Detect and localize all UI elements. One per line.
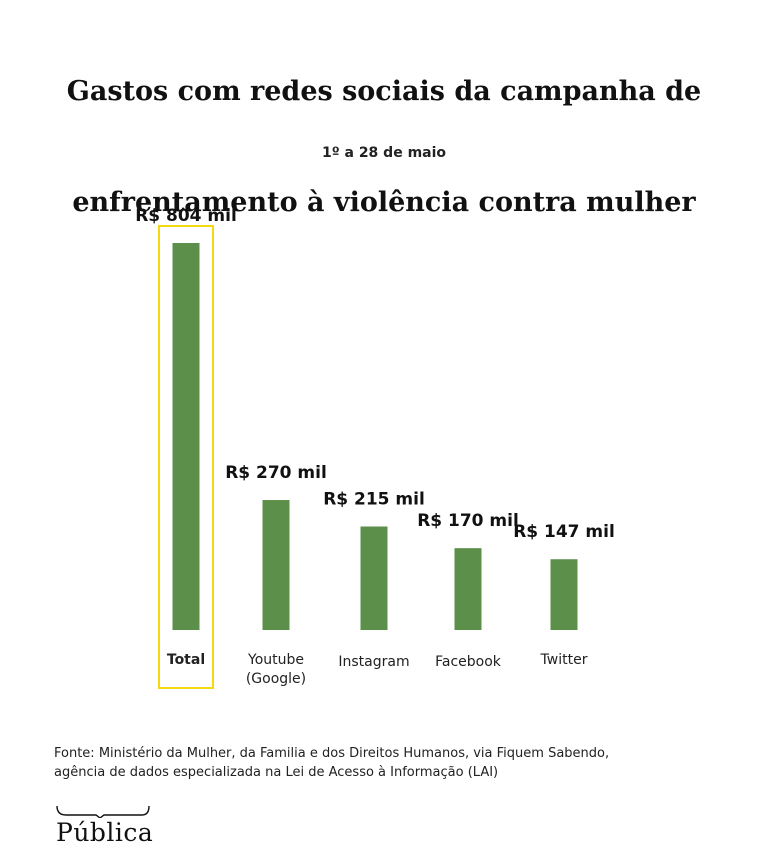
chart-title-line-1: Gastos com redes sociais da campanha de: [66, 76, 702, 107]
category-label-youtube: Youtube (Google): [246, 652, 306, 687]
bar-total: [172, 243, 200, 630]
bar-facebook: [454, 548, 482, 630]
category-label-facebook: Facebook: [435, 654, 502, 670]
value-label-instagram: R$ 215 mil: [323, 490, 425, 510]
category-label-instagram: Instagram: [338, 654, 409, 670]
highlight-box-total: [158, 225, 214, 689]
source-note: Fonte: Ministério da Mulher, da Familia …: [54, 744, 694, 782]
category-label-total: Total: [167, 652, 205, 668]
bar-youtube: [262, 500, 290, 630]
bar-instagram: [360, 526, 388, 630]
chart-title-line-2: enfrentamento à violência contra mulher: [72, 187, 696, 218]
value-label-twitter: R$ 147 mil: [513, 522, 615, 542]
value-label-total: R$ 804 mil: [135, 206, 237, 226]
category-label-twitter: Twitter: [540, 652, 588, 668]
chart-title: Gastos com redes sociais da campanha de …: [0, 36, 768, 221]
chart-subtitle: 1º a 28 de maio: [321, 145, 447, 161]
source-line-2: agência de dados especializada na Lei de…: [54, 765, 499, 780]
source-line-1: Fonte: Ministério da Mulher, da Familia …: [54, 746, 610, 761]
bar-twitter: [550, 559, 578, 630]
logo-text: Pública: [56, 818, 154, 847]
publica-logo: Pública: [54, 806, 164, 852]
value-label-facebook: R$ 170 mil: [417, 511, 519, 531]
value-label-youtube: R$ 270 mil: [225, 463, 327, 483]
bar-chart: R$ 804 mil Total R$ 270 mil Youtube (Google)…: [135, 206, 615, 689]
logo-speech-bracket-icon: [56, 806, 150, 818]
